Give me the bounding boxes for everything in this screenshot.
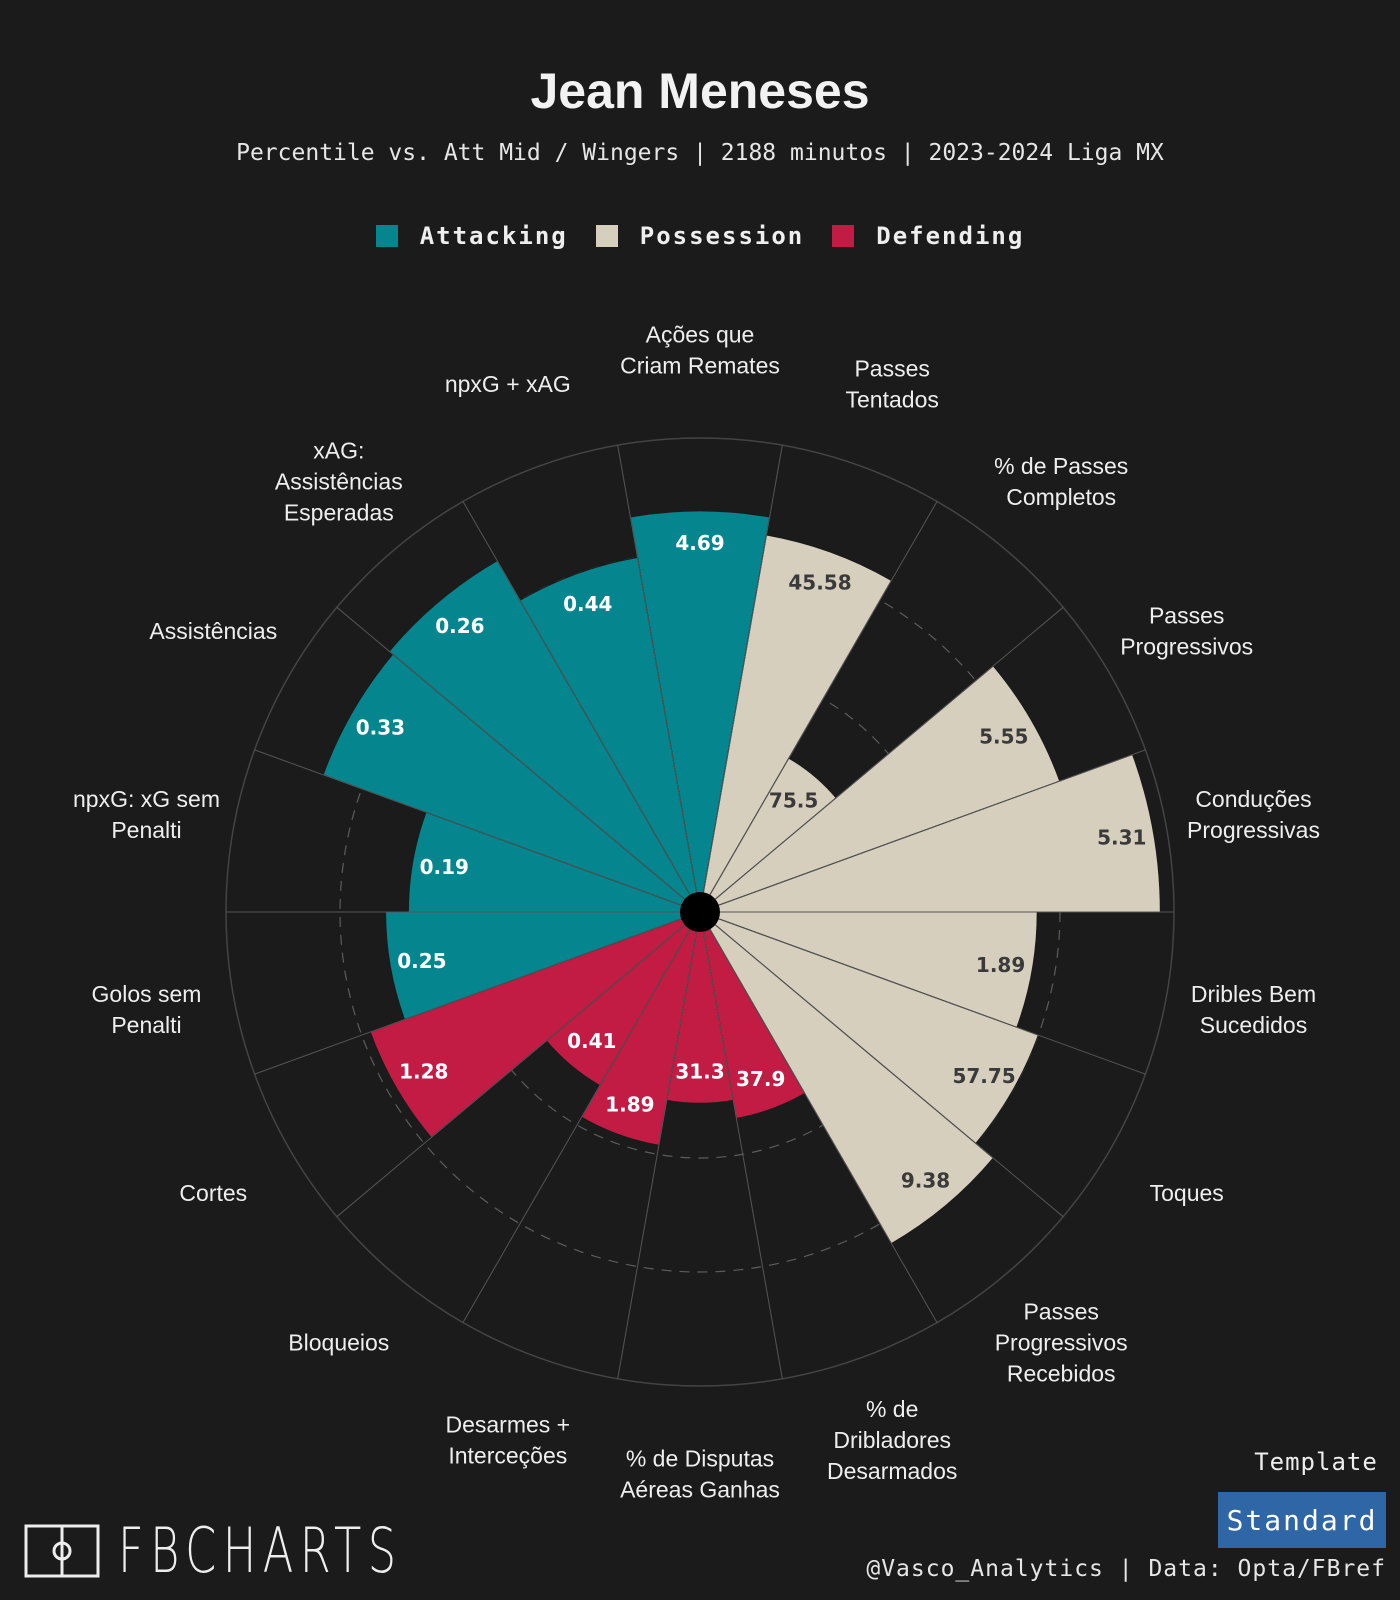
spoke-7 bbox=[699, 911, 1146, 1075]
category-label-7: Toques bbox=[1150, 1180, 1224, 1206]
spoke-10 bbox=[699, 911, 783, 1379]
spoke-11 bbox=[617, 911, 701, 1379]
value-label-18: 0.44 bbox=[563, 592, 612, 616]
spoke-13 bbox=[336, 911, 701, 1218]
legend: Attacking Possession Defending bbox=[0, 222, 1400, 250]
value-label-16: 0.33 bbox=[356, 716, 405, 740]
spoke-16 bbox=[254, 749, 701, 913]
value-label-5: 5.31 bbox=[1097, 826, 1146, 850]
wedge-16 bbox=[322, 653, 701, 913]
data-credit: @Vasco_Analytics | Data: Opta/FBref bbox=[866, 1556, 1386, 1582]
value-label-13: 1.28 bbox=[399, 1059, 448, 1083]
value-label-12: 0.41 bbox=[567, 1029, 616, 1053]
category-label-9: % de Dribladores Desarmados bbox=[827, 1396, 957, 1484]
value-label-1: 4.69 bbox=[675, 531, 724, 555]
spoke-4 bbox=[699, 606, 1064, 913]
legend-label-defending: Defending bbox=[876, 222, 1025, 250]
spoke-3 bbox=[699, 501, 938, 913]
wedge-5 bbox=[699, 753, 1161, 913]
category-label-12: Bloqueios bbox=[288, 1330, 389, 1356]
wedge-8 bbox=[699, 911, 994, 1245]
wedge-17 bbox=[388, 560, 701, 913]
spoke-12 bbox=[462, 911, 701, 1323]
value-label-3: 75.5 bbox=[769, 789, 818, 813]
legend-item-possession: Possession bbox=[595, 222, 805, 250]
template-standard-button[interactable]: Standard bbox=[1218, 1492, 1386, 1548]
value-label-7: 57.75 bbox=[952, 1064, 1015, 1088]
category-label-3: % de Passes Completos bbox=[994, 453, 1128, 510]
value-label-14: 0.25 bbox=[397, 949, 446, 973]
category-label-4: Passes Progressivos bbox=[1120, 603, 1253, 660]
spoke-9 bbox=[699, 911, 938, 1323]
spoke-17 bbox=[336, 606, 701, 913]
spoke-5 bbox=[699, 749, 1146, 913]
category-label-11: Desarmes + Interceções bbox=[445, 1412, 570, 1469]
category-label-13: Cortes bbox=[179, 1180, 247, 1206]
legend-label-attacking: Attacking bbox=[419, 222, 568, 250]
category-label-5: Conduções Progressivas bbox=[1187, 786, 1320, 843]
value-label-10: 31.3 bbox=[675, 1059, 724, 1083]
legend-label-possession: Possession bbox=[639, 222, 805, 250]
category-label-8: Passes Progressivos Recebidos bbox=[995, 1299, 1128, 1387]
value-label-9: 37.9 bbox=[736, 1067, 785, 1091]
radar-center-hub bbox=[680, 892, 720, 932]
value-label-15: 0.19 bbox=[420, 855, 469, 879]
value-label-6: 1.89 bbox=[976, 953, 1025, 977]
category-label-18: npxG + xAG bbox=[445, 371, 571, 397]
wedge-4 bbox=[699, 665, 1061, 913]
legend-swatch-defending bbox=[832, 225, 855, 247]
logo-text: FBCHARTS bbox=[118, 1514, 403, 1587]
chart-subtitle: Percentile vs. Att Mid / Wingers | 2188 … bbox=[236, 140, 1164, 166]
value-label-17: 0.26 bbox=[435, 614, 484, 638]
spoke-8 bbox=[699, 911, 1064, 1218]
legend-swatch-attacking bbox=[375, 225, 398, 247]
category-label-14: Golos sem Penalti bbox=[92, 981, 202, 1038]
spoke-14 bbox=[254, 911, 701, 1075]
legend-item-defending: Defending bbox=[832, 222, 1024, 250]
category-label-16: Assistências bbox=[149, 618, 277, 644]
wedge-1 bbox=[629, 510, 771, 913]
value-label-11: 1.89 bbox=[605, 1093, 654, 1117]
legend-item-attacking: Attacking bbox=[375, 222, 568, 250]
pitch-icon bbox=[24, 1524, 100, 1577]
wedge-2 bbox=[699, 534, 893, 913]
value-label-8: 9.38 bbox=[901, 1169, 950, 1193]
chart-title: Jean Meneses bbox=[530, 63, 870, 119]
value-label-4: 5.55 bbox=[979, 725, 1028, 749]
category-label-1: Ações que Criam Remates bbox=[620, 322, 780, 379]
spoke-18 bbox=[462, 501, 701, 913]
category-label-10: % de Disputas Aéreas Ganhas bbox=[620, 1446, 780, 1503]
category-label-6: Dribles Bem Sucedidos bbox=[1191, 981, 1316, 1038]
category-label-2: Passes Tentados bbox=[846, 355, 939, 412]
spoke-1 bbox=[617, 445, 701, 913]
value-label-2: 45.58 bbox=[788, 570, 851, 594]
fbcharts-logo: FBCHARTS bbox=[24, 1514, 513, 1587]
category-label-15: npxG: xG sem Penalti bbox=[73, 786, 220, 843]
category-label-17: xAG: Assistências Esperadas bbox=[275, 438, 403, 526]
template-label: Template bbox=[1254, 1448, 1378, 1476]
spoke-2 bbox=[699, 445, 783, 913]
legend-swatch-possession bbox=[595, 225, 618, 247]
